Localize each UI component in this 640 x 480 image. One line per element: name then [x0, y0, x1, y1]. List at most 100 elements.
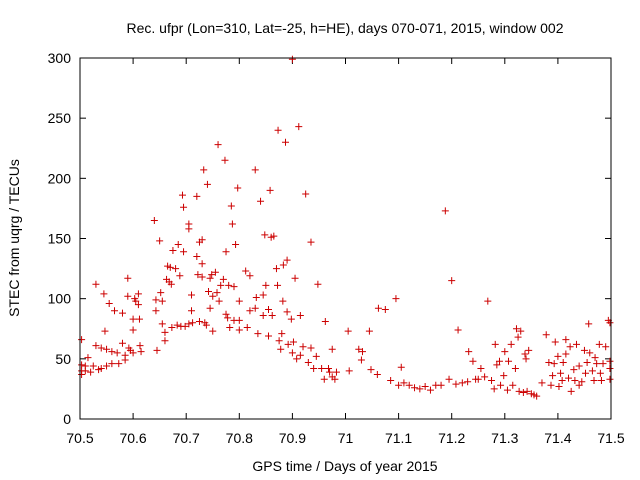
data-point: [599, 360, 607, 368]
data-point: [254, 330, 262, 338]
data-point: [235, 326, 243, 334]
data-point: [411, 384, 419, 392]
data-point: [557, 369, 565, 377]
data-point: [251, 166, 259, 174]
data-point: [554, 352, 562, 360]
data-point: [185, 320, 193, 328]
data-point: [549, 372, 557, 380]
x-axis-label: GPS time / Days of year 2015: [252, 458, 437, 474]
data-point: [180, 248, 188, 256]
data-point: [289, 338, 297, 346]
data-point: [92, 280, 100, 288]
data-point: [314, 280, 322, 288]
data-point: [108, 348, 116, 356]
data-point: [575, 362, 583, 370]
data-point: [583, 358, 591, 366]
data-point: [606, 375, 614, 383]
data-point: [365, 327, 373, 335]
data-point: [193, 192, 201, 200]
data-point: [381, 305, 389, 313]
data-point: [281, 138, 289, 146]
data-point: [593, 360, 601, 368]
data-point: [559, 358, 567, 366]
data-point: [168, 324, 176, 332]
y-tick-label: 50: [55, 351, 71, 367]
data-point: [547, 381, 555, 389]
data-point: [488, 376, 496, 384]
data-point: [134, 301, 142, 309]
data-point: [214, 141, 222, 149]
data-point: [580, 346, 588, 354]
data-point: [474, 375, 482, 383]
data-point: [266, 186, 274, 194]
data-point: [602, 343, 610, 351]
data-point: [136, 342, 144, 350]
data-point: [270, 232, 278, 240]
y-axis-label: STEC from uqrg / TECUs: [6, 159, 22, 317]
data-point: [180, 203, 188, 211]
data-point: [265, 305, 273, 313]
data-point: [481, 373, 489, 381]
data-point: [522, 355, 530, 363]
data-point: [161, 337, 169, 345]
data-point: [373, 370, 381, 378]
data-point: [227, 202, 235, 210]
data-point: [345, 367, 353, 375]
data-point: [134, 290, 142, 298]
data-point: [491, 340, 499, 348]
data-point: [344, 327, 352, 335]
data-point: [509, 381, 517, 389]
data-point: [172, 265, 180, 273]
data-point: [279, 261, 287, 269]
data-point: [215, 297, 223, 305]
data-point: [158, 297, 166, 305]
data-point: [578, 378, 586, 386]
data-point: [291, 274, 299, 282]
data-point: [92, 342, 100, 350]
data-point: [507, 340, 515, 348]
data-point: [105, 299, 113, 307]
data-point: [490, 385, 498, 393]
chart-title: Rec. ufpr (Lon=310, Lat=-25, h=HE), days…: [126, 20, 563, 36]
x-tick-label: 70.6: [119, 430, 146, 446]
data-point: [200, 166, 208, 174]
data-point: [555, 383, 563, 391]
data-point: [307, 344, 315, 352]
data-point: [558, 376, 566, 384]
data-point: [87, 368, 95, 376]
data-point: [124, 274, 132, 282]
data-point: [515, 387, 523, 395]
data-point: [78, 336, 86, 344]
data-point: [525, 346, 533, 354]
data-point: [108, 360, 116, 368]
data-point: [222, 310, 230, 318]
data-point: [545, 358, 553, 366]
data-point: [259, 291, 267, 299]
data-point: [505, 357, 513, 365]
x-tick-label: 70.8: [226, 430, 253, 446]
data-point: [312, 352, 320, 360]
data-point: [222, 248, 230, 256]
data-point: [596, 369, 604, 377]
x-tick-label: 71.5: [597, 430, 624, 446]
data-point: [211, 268, 219, 276]
data-point: [591, 354, 599, 362]
plot-frame: [79, 57, 612, 420]
data-point: [193, 253, 201, 261]
data-point: [452, 380, 460, 388]
data-point: [484, 297, 492, 305]
x-axis-ticks: 70.5 70.6 70.7 70.8 70.9 71 71.1 71.2 71.3 71.4 71…: [66, 58, 625, 446]
data-point: [188, 307, 196, 315]
data-point: [103, 345, 111, 353]
data-point: [299, 343, 307, 351]
data-point: [251, 304, 259, 312]
data-point: [261, 231, 269, 239]
data-point: [153, 346, 161, 354]
data-point: [206, 304, 214, 312]
data-point: [173, 321, 181, 329]
data-point: [252, 293, 260, 301]
x-tick-label: 71.3: [491, 430, 518, 446]
y-tick-label: 200: [48, 170, 72, 186]
data-point: [571, 376, 579, 384]
data-point: [355, 345, 363, 353]
